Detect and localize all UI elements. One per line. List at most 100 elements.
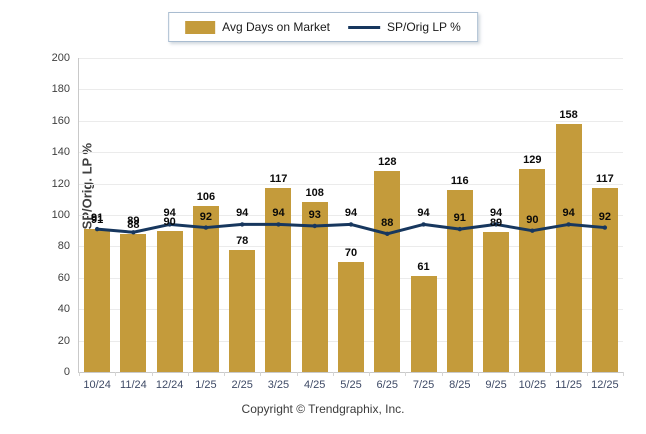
x-axis-tick (151, 372, 153, 376)
y-axis-tick-label: 20 (57, 334, 70, 347)
y-axis-tick-label: 180 (51, 83, 70, 96)
x-axis-tick (514, 372, 516, 376)
bar-value-label: 91 (91, 214, 104, 227)
line-value-label: 91 (453, 212, 466, 225)
copyright-text: Copyright © Trendgraphix, Inc. (241, 402, 405, 416)
x-axis-label: 7/25 (412, 379, 435, 391)
bar (338, 262, 364, 372)
gridline (79, 183, 623, 185)
x-axis-tick (224, 372, 226, 376)
bar-value-label: 88 (127, 218, 140, 231)
line-value-label: 94 (489, 207, 503, 220)
bar (519, 169, 546, 372)
bar-value-label: 129 (523, 154, 542, 167)
legend-bar-label: Avg Days on Market (222, 20, 331, 34)
bar (265, 188, 292, 372)
x-axis-tick (586, 372, 588, 376)
bar (156, 230, 183, 372)
y-axis-tick-label: 40 (57, 303, 70, 316)
y-axis-tick-label: 60 (57, 271, 70, 284)
bar-value-label: 117 (595, 173, 614, 186)
y-axis-tick-label: 0 (63, 366, 70, 378)
x-axis-label: 6/25 (376, 379, 398, 391)
line-value-label: 92 (598, 210, 611, 223)
gridline (79, 89, 623, 91)
bar (483, 232, 510, 372)
gridline (79, 58, 623, 59)
x-axis-tick (187, 372, 189, 376)
y-axis-tick-label: 140 (51, 146, 70, 159)
gridline (79, 215, 623, 216)
x-axis-label: 10/24 (83, 379, 111, 391)
bar (301, 202, 328, 372)
line-series (94, 222, 608, 237)
line-value-label: 94 (417, 207, 430, 220)
bar (446, 189, 473, 372)
bar-value-label: 89 (489, 217, 503, 230)
x-axis-tick (260, 372, 262, 376)
bar (229, 249, 256, 372)
bar-value-label: 117 (269, 173, 288, 186)
bar-value-label: 158 (559, 108, 578, 121)
x-axis-label: 4/25 (304, 379, 326, 391)
legend-line-label: SP/Orig LP % (387, 20, 461, 34)
x-axis-label: 5/25 (340, 379, 362, 391)
bar (591, 188, 618, 372)
x-axis-label: 9/25 (485, 379, 507, 391)
line-series-swatch (348, 25, 381, 29)
x-axis-label: 3/25 (267, 379, 290, 391)
gridline (79, 152, 623, 154)
bar-series-swatch (185, 20, 216, 34)
x-axis-label: 10/25 (518, 379, 547, 391)
x-axis-label: 12/25 (591, 379, 619, 391)
line-value-label: 94 (272, 207, 285, 220)
x-axis-tick (115, 372, 117, 376)
x-axis-tick (79, 372, 80, 376)
y-axis-tick-label: 200 (51, 52, 70, 64)
line-value-label: 92 (199, 210, 213, 223)
bar-value-label: 78 (236, 234, 249, 247)
x-axis-tick (477, 372, 479, 376)
y-axis-tick-label: 160 (51, 114, 70, 127)
gridline (79, 246, 623, 248)
x-axis-label: 2/25 (231, 379, 253, 391)
y-axis-tick-label: 120 (51, 177, 70, 190)
bar (374, 171, 401, 372)
line-value-label: 94 (344, 207, 358, 220)
gridline (79, 120, 623, 122)
x-axis-tick (550, 372, 552, 376)
line-value-label: 91 (91, 212, 104, 225)
bar (192, 205, 219, 372)
y-axis-tick-label: 100 (51, 209, 70, 221)
bar (555, 123, 582, 372)
x-axis-label: 1/25 (195, 379, 217, 391)
bar-value-label: 70 (344, 247, 358, 260)
bar (410, 276, 437, 372)
line-value-label: 94 (562, 207, 575, 220)
bar-value-label: 106 (196, 190, 216, 203)
line-value-label: 89 (127, 215, 140, 228)
x-axis-label: 12/24 (155, 379, 184, 391)
x-axis-tick (405, 372, 407, 376)
line-value-label: 88 (381, 216, 394, 229)
line-value-label: 94 (163, 207, 176, 220)
x-axis-tick (441, 372, 443, 376)
bar (84, 229, 111, 372)
x-axis-label: 11/24 (120, 379, 147, 391)
x-axis-tick (296, 372, 298, 376)
line-value-label: 94 (236, 207, 249, 220)
x-axis-label: 11/25 (555, 379, 582, 391)
x-axis-tick (332, 372, 334, 376)
bar (120, 233, 147, 372)
legend-item-bar: Avg Days on Market (185, 20, 330, 34)
x-axis-tick (623, 372, 624, 376)
x-axis-tick (369, 372, 371, 376)
line-value-label: 93 (308, 208, 321, 221)
y-axis-tick-label: 80 (57, 240, 70, 253)
x-axis-label: 8/25 (449, 379, 471, 391)
bar-value-label: 108 (305, 187, 324, 200)
legend-item-line: SP/Orig LP % (348, 20, 461, 34)
line-value-label: 90 (526, 213, 539, 226)
chart-legend: Avg Days on Market SP/Orig LP % (168, 12, 478, 42)
